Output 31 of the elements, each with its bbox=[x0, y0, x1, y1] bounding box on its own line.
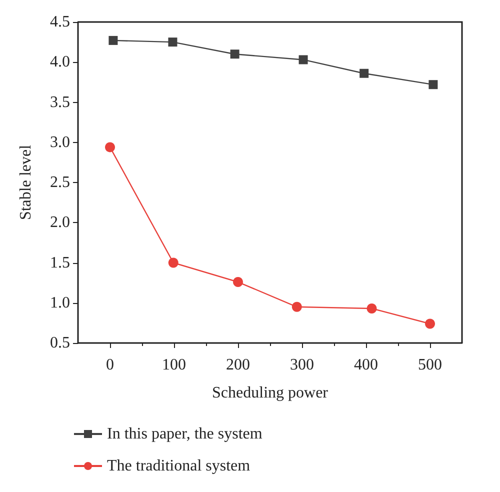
point bbox=[168, 258, 178, 268]
y-tick-label: 3.0 bbox=[50, 134, 70, 151]
x-tick-label: 300 bbox=[290, 356, 314, 374]
point bbox=[425, 318, 435, 329]
point bbox=[108, 36, 118, 45]
x-tick-label: 500 bbox=[418, 356, 442, 374]
point bbox=[298, 55, 308, 64]
legend-label: The traditional system bbox=[107, 458, 251, 474]
x-axis-title: Scheduling power bbox=[212, 384, 329, 402]
point bbox=[366, 303, 377, 314]
y-tick-label: 2.0 bbox=[50, 214, 70, 232]
point bbox=[105, 142, 115, 152]
legend-label: In this paper, the system bbox=[107, 426, 263, 442]
point bbox=[292, 302, 302, 312]
point bbox=[428, 80, 438, 90]
x-tick-label: 200 bbox=[226, 356, 250, 374]
y-tick-label: 1.0 bbox=[50, 294, 70, 312]
point bbox=[360, 68, 369, 78]
point bbox=[233, 277, 243, 288]
x-tick-label: 400 bbox=[354, 356, 378, 374]
y-tick-label: 4.5 bbox=[50, 14, 70, 30]
y-tick-label: 2.5 bbox=[50, 174, 70, 191]
y-axis-title: Stable level bbox=[18, 144, 34, 220]
y-tick-label: 1.5 bbox=[50, 254, 70, 272]
x-tick-label: 100 bbox=[162, 356, 186, 374]
y-tick-label: 3.5 bbox=[50, 94, 70, 111]
y-tick-label: 0.5 bbox=[50, 334, 70, 352]
point bbox=[168, 38, 178, 47]
x-tick-label: 0 bbox=[106, 356, 114, 374]
y-tick-label: 4.0 bbox=[50, 54, 70, 71]
point bbox=[230, 50, 240, 59]
